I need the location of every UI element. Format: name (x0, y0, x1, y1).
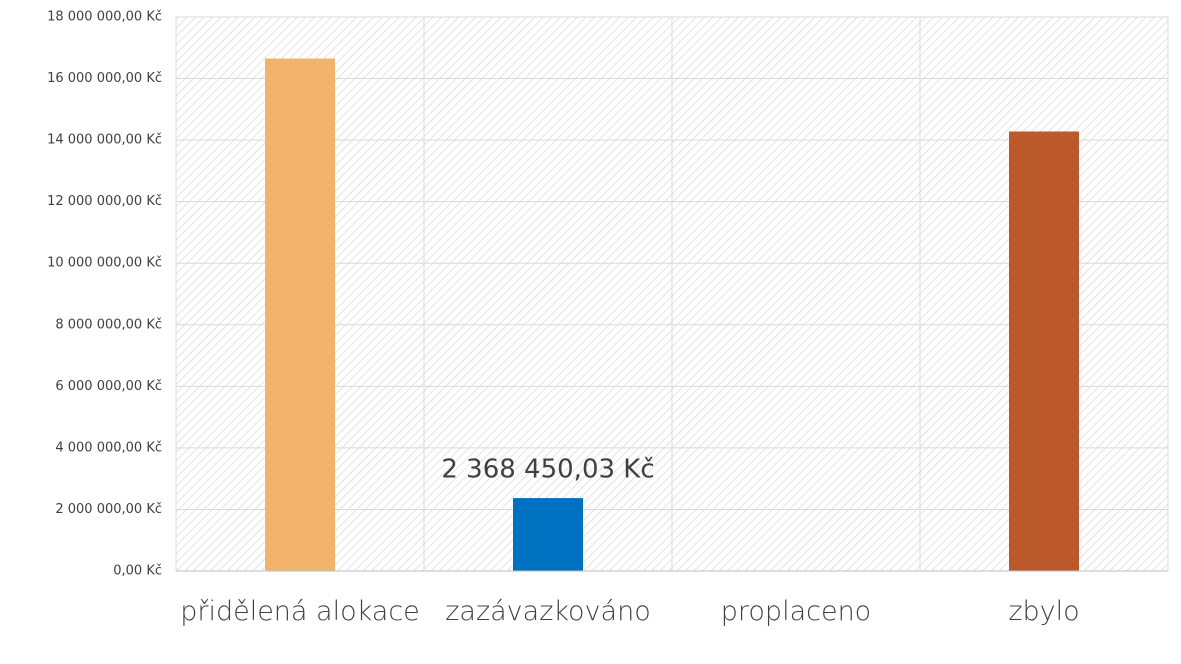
y-tick-label: 16 000 000,00 Kč (47, 71, 162, 86)
y-tick-label: 0,00 Kč (113, 564, 162, 579)
y-tick-label: 4 000 000,00 Kč (55, 440, 162, 455)
data-label: 2 368 450,03 Kč (441, 455, 654, 485)
y-tick-label: 14 000 000,00 Kč (47, 133, 162, 148)
y-tick-label: 18 000 000,00 Kč (47, 10, 162, 25)
y-tick-label: 2 000 000,00 Kč (55, 502, 162, 517)
bar (513, 498, 583, 571)
bar (1009, 131, 1079, 571)
y-tick-label: 10 000 000,00 Kč (47, 256, 162, 271)
x-tick-label: zazávazkováno (445, 596, 651, 627)
x-tick-label: zbylo (1008, 596, 1080, 627)
y-tick-label: 6 000 000,00 Kč (55, 379, 162, 394)
x-tick-label: proplaceno (720, 596, 872, 627)
x-tick-label: přidělená alokace (180, 596, 420, 627)
y-tick-label: 8 000 000,00 Kč (55, 317, 162, 332)
bar (265, 58, 335, 572)
y-tick-label: 12 000 000,00 Kč (47, 194, 162, 209)
